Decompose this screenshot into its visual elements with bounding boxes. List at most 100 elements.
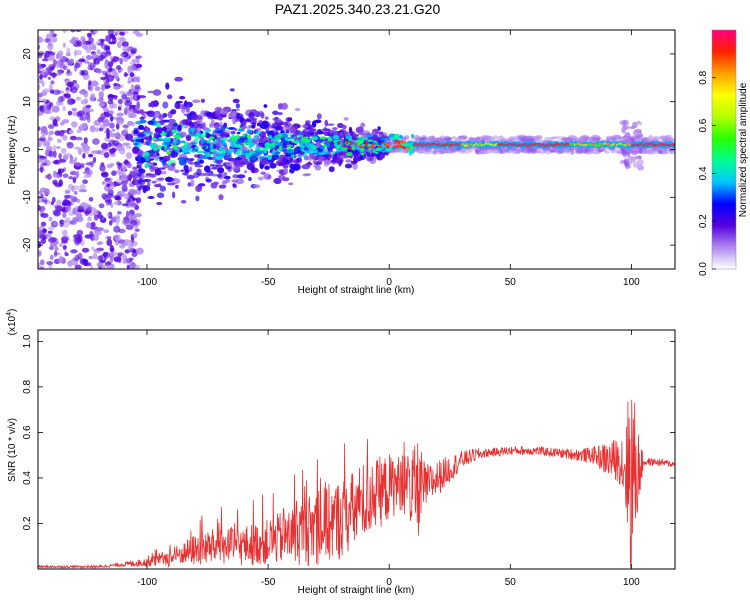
spectrogram-cell — [181, 145, 186, 151]
spectrogram-cell — [127, 97, 134, 101]
y-tick-label: -20 — [22, 237, 33, 252]
spectrogram-cell — [220, 132, 230, 138]
spectrogram-cell — [629, 126, 636, 130]
spectrogram-cell — [353, 158, 361, 162]
spectrogram-cell — [214, 128, 224, 134]
y-tick-label: -10 — [22, 190, 33, 205]
spectrogram-cell — [126, 265, 131, 269]
spectrogram-cell — [107, 61, 114, 68]
spectrogram-cell — [281, 133, 289, 138]
spectrogram-cell — [119, 53, 126, 57]
spectrogram-cell — [345, 142, 349, 145]
spectrogram-cell — [47, 55, 55, 62]
spectrogram-cell — [251, 124, 255, 129]
spectrogram-cell — [96, 227, 104, 232]
spectrogram-cell — [372, 149, 376, 153]
spectrogram-cell — [423, 150, 432, 155]
spectrogram-cell — [235, 136, 240, 139]
spectrogram-cell — [183, 147, 193, 154]
spectrogram-cell — [610, 137, 617, 142]
spectrogram-cell — [91, 45, 97, 51]
spectrogram-cell — [279, 141, 284, 148]
spectrogram-cell — [91, 246, 95, 250]
spectrogram-cell — [103, 152, 110, 158]
spectrogram-cell — [73, 185, 80, 191]
spectrogram-cell — [311, 136, 318, 141]
spectrogram-cell — [38, 84, 41, 91]
spectrogram-cell — [199, 159, 204, 164]
spectrogram-cell — [79, 122, 88, 130]
spectrogram-cell — [234, 128, 238, 131]
spectrogram-cell — [446, 150, 457, 154]
spectrogram-cell — [88, 212, 95, 216]
spectrogram-cell — [85, 104, 91, 109]
spectrogram-cell — [38, 137, 46, 142]
spectrogram-cell — [132, 142, 139, 146]
spectrogram-cell — [48, 226, 54, 231]
spectrogram-cell — [96, 49, 101, 55]
y-tick-label: 0 — [22, 146, 33, 152]
spectrogram-cell — [86, 32, 92, 38]
spectrogram-cell — [82, 179, 88, 184]
spectrogram-cell — [74, 237, 82, 245]
spectrogram-cell — [38, 105, 44, 111]
spectrogram-cell — [286, 148, 293, 154]
spectrogram-cell — [109, 115, 114, 122]
spectrogram-cell — [411, 134, 415, 139]
spectrogram-cell — [346, 152, 353, 156]
spectrogram-cell — [135, 110, 141, 114]
spectrogram-cell — [302, 128, 308, 137]
spectrogram-cell — [63, 65, 67, 71]
spectrogram-cell — [239, 159, 245, 163]
spectrogram-cell — [132, 79, 138, 83]
spectrogram-cell — [63, 223, 69, 228]
spectrogram-cell — [54, 205, 63, 211]
spectrogram-cell — [209, 134, 216, 138]
spectrogram-cell — [153, 147, 158, 151]
spectrogram-cell — [525, 147, 532, 152]
spectrogram-cell — [38, 250, 42, 257]
spectrogram-cell — [209, 148, 217, 153]
spectrogram-cell — [63, 93, 67, 97]
spectrogram-cell — [100, 83, 106, 92]
spectrogram-cell — [317, 159, 323, 163]
spectrogram-cell — [102, 181, 106, 185]
spectrogram-cell — [339, 132, 344, 137]
spectrogram-cell — [282, 142, 286, 148]
spectrogram-cell — [281, 161, 286, 167]
spectrogram-cell — [636, 159, 644, 166]
spectrogram-cell — [49, 30, 54, 37]
spectrogram-cell — [52, 89, 61, 95]
spectrogram-cell — [165, 176, 174, 182]
spectrogram-cell — [394, 141, 398, 145]
spectrogram-cell — [218, 184, 227, 189]
spectrogram-cell — [131, 263, 136, 269]
snr-scale-suffix: ) — [7, 309, 18, 312]
spectrogram-cell — [47, 132, 52, 139]
spectrogram-cell — [105, 35, 112, 42]
spectrogram-cell — [83, 262, 92, 267]
spectrogram-cell — [459, 149, 467, 153]
spectrogram-cell — [44, 142, 51, 147]
spectrogram-cell — [133, 232, 138, 239]
spectrogram-cell — [493, 135, 499, 139]
spectrogram-cell — [52, 150, 57, 158]
spectrogram-cell — [575, 147, 584, 153]
spectrogram-cell — [194, 146, 200, 149]
spectrogram-cell — [190, 179, 195, 187]
spectrogram-cell — [109, 132, 117, 138]
spectrogram-cell — [120, 37, 127, 42]
spectrogram-cell — [234, 144, 243, 148]
spectrogram-cell — [248, 124, 253, 129]
spectrogram-cell — [227, 157, 236, 162]
x-tick-label: 100 — [623, 577, 640, 588]
spectrogram-cell — [92, 253, 98, 260]
spectrogram-cell — [38, 70, 43, 74]
spectrogram-cell — [82, 247, 90, 253]
spectrogram-cell — [162, 101, 169, 109]
spectrogram-cell — [40, 221, 47, 227]
spectrogram-cell — [253, 135, 257, 140]
spectrogram-cell — [93, 248, 101, 254]
spectrogram-cell — [66, 261, 72, 266]
spectrogram-cell — [258, 155, 266, 160]
